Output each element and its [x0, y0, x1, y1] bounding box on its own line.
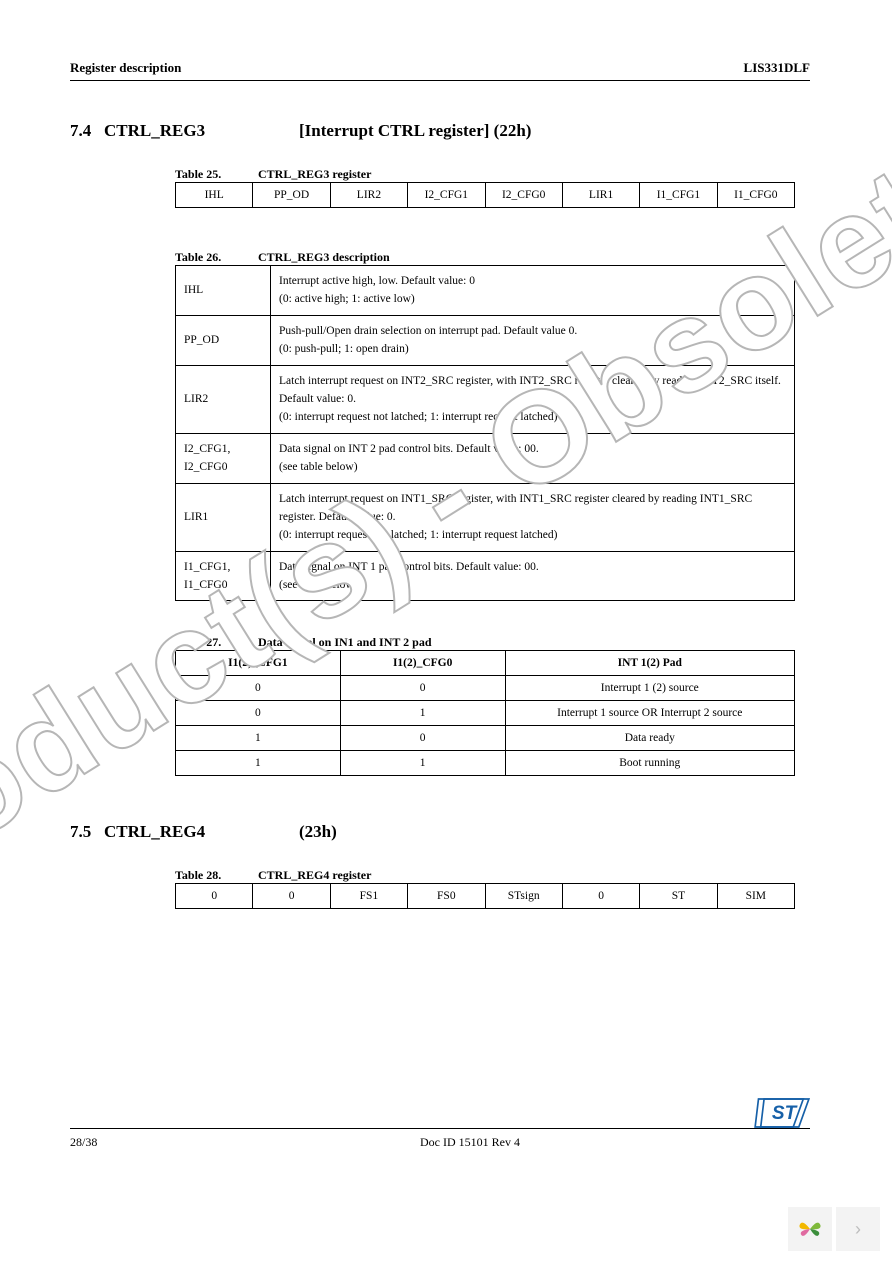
desc-val: Data signal on INT 1 pad control bits. D… — [271, 551, 795, 601]
bit-cell: STsign — [485, 884, 562, 909]
desc-val: Push-pull/Open drain selection on interr… — [271, 315, 795, 365]
bit-cell: I1_CFG0 — [717, 183, 794, 208]
table-title: CTRL_REG4 register — [258, 868, 371, 882]
cell: Data ready — [505, 726, 794, 751]
table-row: 0 0 FS1 FS0 STsign 0 ST SIM — [176, 884, 795, 909]
table27: I1(2)_CFG1 I1(2)_CFG0 INT 1(2) Pad 0 0 I… — [175, 650, 795, 776]
desc-val: Latch interrupt request on INT2_SRC regi… — [271, 365, 795, 433]
section-title: CTRL_REG4 — [104, 822, 299, 842]
desc-key: IHL — [176, 266, 271, 316]
header-right: LIS331DLF — [744, 60, 810, 76]
col-header: INT 1(2) Pad — [505, 651, 794, 676]
bit-cell: FS1 — [330, 884, 407, 909]
table-row: IHL PP_OD LIR2 I2_CFG1 I2_CFG0 LIR1 I1_C… — [176, 183, 795, 208]
table-row: 0 0 Interrupt 1 (2) source — [176, 676, 795, 701]
header-left: Register description — [70, 60, 181, 76]
section-title: CTRL_REG3 — [104, 121, 299, 141]
table28-caption: Table 28. CTRL_REG4 register — [175, 868, 810, 883]
bit-cell: I2_CFG1 — [408, 183, 485, 208]
table-header-row: I1(2)_CFG1 I1(2)_CFG0 INT 1(2) Pad — [176, 651, 795, 676]
bit-cell: PP_OD — [253, 183, 330, 208]
table-row: 1 1 Boot running — [176, 751, 795, 776]
bit-cell: 0 — [176, 884, 253, 909]
table-row: I2_CFG1,I2_CFG0 Data signal on INT 2 pad… — [176, 433, 795, 483]
cell: 1 — [176, 751, 341, 776]
cell: Interrupt 1 source OR Interrupt 2 source — [505, 701, 794, 726]
chevron-right-icon: › — [855, 1219, 861, 1240]
desc-val: Interrupt active high, low. Default valu… — [271, 266, 795, 316]
table-row: LIR1 Latch interrupt request on INT1_SRC… — [176, 483, 795, 551]
bit-cell: IHL — [176, 183, 253, 208]
bit-cell: I1_CFG1 — [640, 183, 717, 208]
table-number: Table 28. — [175, 868, 255, 883]
table25: IHL PP_OD LIR2 I2_CFG1 I2_CFG0 LIR1 I1_C… — [175, 182, 795, 208]
section-suffix: [Interrupt CTRL register] (22h) — [299, 121, 531, 141]
pager-next-button[interactable]: › — [836, 1207, 880, 1251]
bit-cell: ST — [640, 884, 717, 909]
desc-key: LIR2 — [176, 365, 271, 433]
table-number: Table 25. — [175, 167, 255, 182]
cell: 0 — [176, 701, 341, 726]
cell: 0 — [340, 726, 505, 751]
table-title: CTRL_REG3 description — [258, 250, 390, 264]
table-row: IHL Interrupt active high, low. Default … — [176, 266, 795, 316]
table-row: 0 1 Interrupt 1 source OR Interrupt 2 so… — [176, 701, 795, 726]
desc-val: Latch interrupt request on INT1_SRC regi… — [271, 483, 795, 551]
bit-cell: LIR1 — [562, 183, 639, 208]
bit-cell: I2_CFG0 — [485, 183, 562, 208]
bit-cell: FS0 — [408, 884, 485, 909]
page-header: Register description LIS331DLF — [70, 60, 810, 81]
table-row: 1 0 Data ready — [176, 726, 795, 751]
section-suffix: (23h) — [299, 822, 337, 842]
bit-cell: SIM — [717, 884, 794, 909]
table27-caption: Table 27. Data signal on IN1 and INT 2 p… — [175, 635, 810, 650]
table-title: Data signal on IN1 and INT 2 pad — [258, 635, 432, 649]
svg-text:ST: ST — [772, 1103, 798, 1124]
section-7-5-heading: 7.5 CTRL_REG4 (23h) — [70, 822, 810, 842]
col-header: I1(2)_CFG1 — [176, 651, 341, 676]
desc-key: I1_CFG1,I1_CFG0 — [176, 551, 271, 601]
bit-cell: LIR2 — [330, 183, 407, 208]
st-logo-icon: ST — [754, 1093, 810, 1133]
butterfly-icon — [797, 1216, 823, 1242]
section-number: 7.5 — [70, 822, 104, 842]
page-content: Register description LIS331DLF 7.4 CTRL_… — [70, 60, 810, 909]
col-header: I1(2)_CFG0 — [340, 651, 505, 676]
pager-logo-tile[interactable] — [788, 1207, 832, 1251]
table-row: LIR2 Latch interrupt request on INT2_SRC… — [176, 365, 795, 433]
table-title: CTRL_REG3 register — [258, 167, 371, 181]
section-7-4-heading: 7.4 CTRL_REG3 [Interrupt CTRL register] … — [70, 121, 810, 141]
pager-widget: › — [788, 1207, 880, 1251]
cell: 1 — [176, 726, 341, 751]
desc-val: Data signal on INT 2 pad control bits. D… — [271, 433, 795, 483]
cell: 0 — [176, 676, 341, 701]
bit-cell: 0 — [253, 884, 330, 909]
table26-caption: Table 26. CTRL_REG3 description — [175, 250, 810, 265]
desc-key: LIR1 — [176, 483, 271, 551]
cell: Boot running — [505, 751, 794, 776]
doc-id: Doc ID 15101 Rev 4 — [130, 1135, 810, 1150]
cell: Interrupt 1 (2) source — [505, 676, 794, 701]
page-footer: 28/38 Doc ID 15101 Rev 4 ST — [70, 1128, 810, 1150]
section-number: 7.4 — [70, 121, 104, 141]
page-number: 28/38 — [70, 1135, 130, 1150]
cell: 0 — [340, 676, 505, 701]
table-row: PP_OD Push-pull/Open drain selection on … — [176, 315, 795, 365]
desc-key: PP_OD — [176, 315, 271, 365]
table-number: Table 26. — [175, 250, 255, 265]
table-row: I1_CFG1,I1_CFG0 Data signal on INT 1 pad… — [176, 551, 795, 601]
desc-key: I2_CFG1,I2_CFG0 — [176, 433, 271, 483]
cell: 1 — [340, 751, 505, 776]
bit-cell: 0 — [562, 884, 639, 909]
table28: 0 0 FS1 FS0 STsign 0 ST SIM — [175, 883, 795, 909]
table26: IHL Interrupt active high, low. Default … — [175, 265, 795, 601]
table25-caption: Table 25. CTRL_REG3 register — [175, 167, 810, 182]
table-number: Table 27. — [175, 635, 255, 650]
cell: 1 — [340, 701, 505, 726]
